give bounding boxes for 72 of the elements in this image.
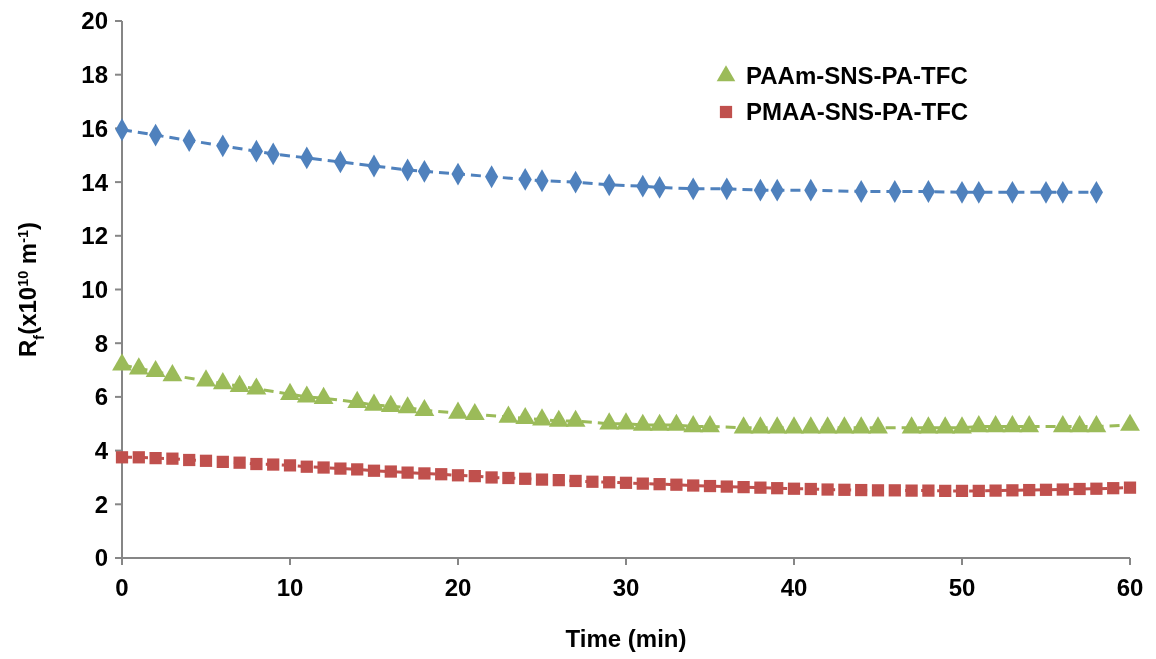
point [1086, 414, 1107, 433]
legend-label: PAAm-SNS-PA-TFC [746, 62, 968, 90]
point [918, 416, 939, 434]
point [985, 414, 1006, 433]
point [364, 393, 384, 411]
point [750, 416, 771, 434]
point [112, 353, 132, 371]
point [347, 390, 368, 408]
point [733, 416, 754, 434]
point [767, 416, 788, 434]
x-tick-label: 40 [780, 574, 808, 601]
x-tick-label: 50 [948, 574, 976, 601]
point [666, 413, 687, 431]
point [196, 369, 216, 387]
point [162, 363, 183, 382]
point [498, 405, 519, 423]
point [246, 377, 267, 395]
point [448, 401, 468, 419]
point [548, 409, 569, 427]
point [414, 398, 435, 417]
point [1002, 414, 1023, 433]
point [280, 382, 300, 400]
point [1019, 414, 1040, 433]
y-tick-label: 16 [81, 114, 108, 142]
point [784, 416, 804, 434]
y-tick-label: 4 [94, 437, 109, 464]
point [145, 359, 166, 378]
y-tick-label: 14 [81, 168, 109, 196]
point [464, 402, 485, 421]
point [565, 409, 586, 427]
point [313, 386, 334, 404]
point [397, 396, 418, 414]
point [952, 416, 972, 434]
legend-label: PMAA-SNS-PA-TFC [746, 98, 969, 126]
point [1052, 414, 1073, 433]
y-tick-label: 2 [94, 490, 108, 518]
point [1069, 414, 1090, 433]
point [212, 372, 233, 390]
x-tick-label: 30 [612, 574, 640, 601]
y-tick-label: 10 [81, 275, 108, 303]
point [532, 408, 552, 426]
point [834, 416, 855, 434]
point [968, 414, 989, 433]
point [901, 416, 922, 434]
y-tick-label: 6 [94, 383, 108, 411]
point [632, 413, 653, 431]
x-axis-title: Time (min) [565, 625, 687, 652]
y-tick-label: 20 [81, 7, 108, 35]
y-tick-label: 12 [81, 222, 108, 250]
x-tick-label: 20 [444, 574, 472, 601]
point [851, 416, 872, 434]
point [296, 385, 317, 403]
point [800, 416, 821, 434]
point [616, 412, 636, 430]
point [1120, 413, 1140, 431]
x-tick-label: 10 [276, 574, 304, 601]
y-tick-label: 0 [94, 544, 108, 572]
point [649, 413, 670, 431]
point [817, 416, 838, 434]
point [700, 414, 720, 433]
point [128, 357, 149, 375]
point [868, 416, 888, 434]
y-tick-label: 8 [94, 329, 108, 357]
x-tick-label: 0 [115, 574, 129, 601]
y-tick-label: 18 [81, 61, 108, 89]
x-tick-label: 60 [1116, 574, 1144, 601]
point [599, 412, 620, 430]
point [229, 374, 250, 392]
point [683, 414, 704, 433]
point [935, 416, 956, 434]
point [380, 394, 401, 413]
point [515, 406, 536, 425]
